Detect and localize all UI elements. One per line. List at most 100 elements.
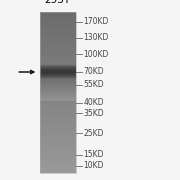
- Bar: [40, 21, 76, 22]
- Bar: [40, 125, 76, 126]
- Bar: [40, 66, 76, 67]
- Bar: [40, 91, 76, 92]
- Bar: [40, 140, 76, 141]
- Bar: [40, 117, 76, 118]
- Bar: [40, 80, 76, 81]
- Text: 15KD: 15KD: [84, 150, 104, 159]
- Bar: [40, 77, 76, 78]
- Bar: [40, 131, 76, 132]
- Bar: [40, 91, 76, 92]
- Bar: [40, 120, 76, 121]
- Bar: [40, 46, 76, 47]
- Bar: [40, 12, 76, 173]
- Bar: [40, 128, 76, 129]
- Bar: [40, 133, 76, 134]
- Bar: [40, 156, 76, 157]
- Text: 55KD: 55KD: [84, 80, 104, 89]
- Bar: [40, 22, 76, 23]
- Bar: [40, 99, 76, 100]
- Bar: [40, 78, 76, 79]
- Bar: [40, 31, 76, 32]
- Bar: [40, 170, 76, 171]
- Bar: [40, 110, 76, 111]
- Bar: [40, 55, 76, 56]
- Bar: [40, 106, 76, 107]
- Bar: [40, 166, 76, 167]
- Bar: [40, 130, 76, 131]
- Bar: [40, 86, 76, 87]
- Bar: [40, 84, 76, 85]
- Bar: [40, 79, 76, 80]
- Bar: [40, 66, 76, 67]
- Bar: [40, 163, 76, 164]
- Text: 100KD: 100KD: [84, 50, 109, 59]
- Bar: [40, 40, 76, 41]
- Bar: [40, 107, 76, 108]
- Bar: [40, 84, 76, 85]
- Bar: [40, 18, 76, 19]
- Bar: [40, 96, 76, 97]
- Bar: [40, 70, 76, 71]
- Bar: [40, 153, 76, 154]
- Bar: [40, 87, 76, 88]
- Bar: [40, 77, 76, 78]
- Bar: [40, 86, 76, 87]
- Text: 130KD: 130KD: [84, 33, 109, 42]
- Bar: [40, 98, 76, 99]
- Bar: [40, 109, 76, 110]
- Bar: [40, 70, 76, 71]
- Bar: [40, 95, 76, 96]
- Text: 35KD: 35KD: [84, 109, 104, 118]
- Bar: [40, 44, 76, 45]
- Bar: [40, 72, 76, 73]
- Bar: [40, 83, 76, 84]
- Bar: [40, 134, 76, 135]
- Bar: [40, 126, 76, 127]
- Bar: [40, 124, 76, 125]
- Bar: [40, 73, 76, 74]
- Bar: [40, 42, 76, 43]
- Bar: [40, 94, 76, 95]
- Bar: [40, 67, 76, 68]
- Bar: [40, 35, 76, 36]
- Bar: [40, 74, 76, 75]
- Bar: [40, 62, 76, 63]
- Bar: [40, 20, 76, 21]
- Bar: [40, 146, 76, 147]
- Bar: [40, 80, 76, 81]
- Bar: [40, 108, 76, 109]
- Bar: [40, 138, 76, 139]
- Bar: [40, 92, 76, 93]
- Bar: [40, 14, 76, 15]
- Bar: [40, 115, 76, 116]
- Bar: [40, 157, 76, 158]
- Bar: [40, 105, 76, 106]
- Bar: [40, 97, 76, 98]
- Bar: [40, 98, 76, 99]
- Bar: [40, 92, 76, 93]
- Bar: [40, 69, 76, 70]
- Bar: [40, 136, 76, 137]
- Bar: [40, 135, 76, 136]
- Bar: [40, 90, 76, 91]
- Bar: [40, 116, 76, 117]
- Bar: [40, 155, 76, 156]
- Bar: [40, 75, 76, 76]
- Bar: [40, 149, 76, 150]
- Text: 293T: 293T: [44, 0, 71, 5]
- Bar: [40, 132, 76, 133]
- Bar: [40, 137, 76, 138]
- Bar: [40, 78, 76, 79]
- Bar: [40, 79, 76, 80]
- Bar: [40, 51, 76, 52]
- Bar: [40, 39, 76, 40]
- Bar: [40, 89, 76, 90]
- Bar: [40, 57, 76, 58]
- Bar: [40, 28, 76, 29]
- Bar: [40, 15, 76, 16]
- Bar: [40, 145, 76, 146]
- Bar: [40, 65, 76, 66]
- Bar: [40, 167, 76, 168]
- Bar: [40, 94, 76, 95]
- Bar: [40, 26, 76, 27]
